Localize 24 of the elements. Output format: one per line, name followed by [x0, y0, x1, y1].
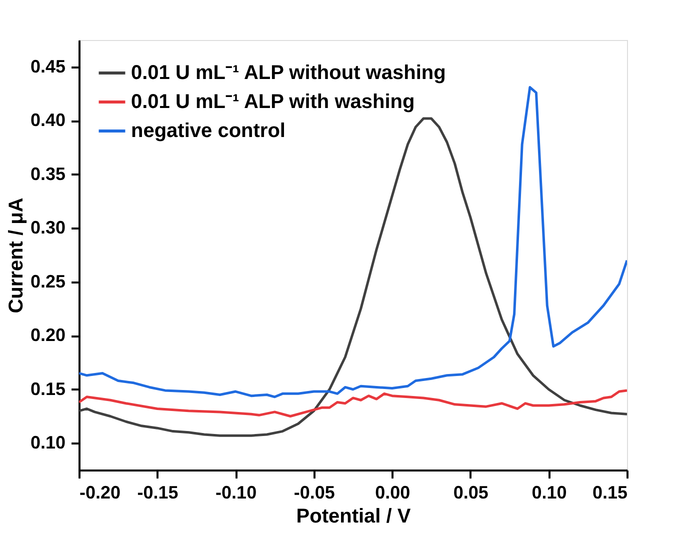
- y-tick-label: 0.30: [30, 218, 66, 238]
- y-tick-label: 0.20: [30, 325, 66, 346]
- x-tick-label: 0.15: [592, 482, 628, 502]
- y-tick-label: 0.35: [30, 164, 66, 184]
- legend-label: negative control: [131, 120, 286, 142]
- x-tick-label: 0.00: [375, 482, 410, 502]
- x-tick-label: 0.10: [532, 482, 567, 502]
- y-tick-label: 0.25: [30, 271, 66, 292]
- y-tick-label: 0.45: [30, 56, 66, 76]
- x-tick-label: -0.15: [137, 482, 178, 502]
- line-series: [79, 389, 627, 418]
- legend-label: 0.01 U mL⁻¹ ALP with washing: [131, 91, 415, 113]
- x-tick-label: -0.05: [294, 482, 335, 502]
- y-tick-label: 0.40: [30, 110, 66, 130]
- x-axis-title: Potential / V: [296, 506, 412, 528]
- y-tick-label: 0.10: [30, 432, 66, 453]
- line-series: [79, 117, 627, 437]
- y-tick-label: 0.15: [30, 378, 66, 399]
- x-tick-label: -0.10: [216, 482, 257, 502]
- x-tick-label: 0.05: [453, 482, 488, 502]
- legend-label: 0.01 U mL⁻¹ ALP without washing: [131, 62, 446, 84]
- line-series: [79, 86, 627, 398]
- y-axis-title: Current / μA: [5, 198, 28, 314]
- x-tick-label: -0.20: [80, 482, 121, 502]
